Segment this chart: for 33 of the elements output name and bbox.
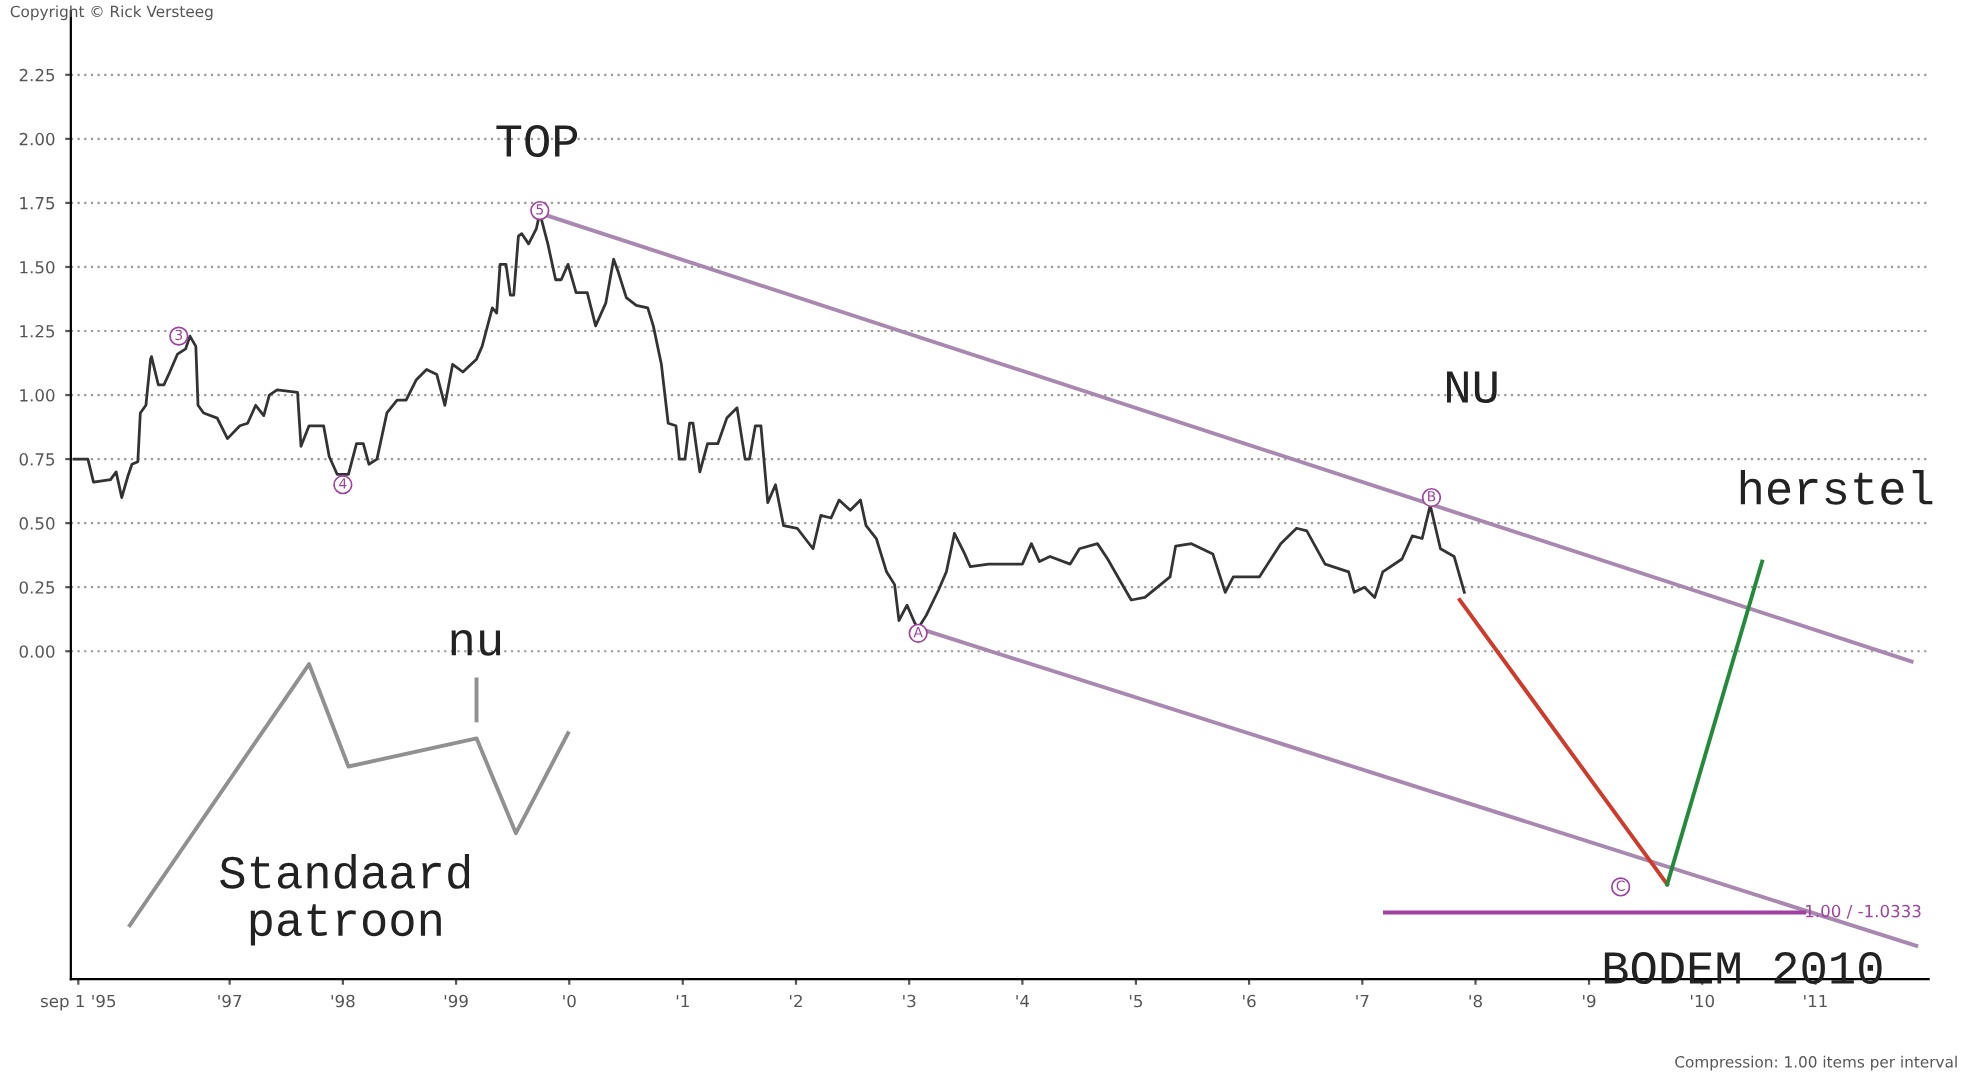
y-tick-label: 1.25 [20,324,55,338]
y-tick-label: 0.50 [19,517,55,530]
x-tick-label: '11 [1804,994,1827,1008]
y-tick-label: 0.75 [19,453,55,466]
y-tick-label: 2.00 [19,132,55,146]
series-label: 1.00 / -1.0333 [1806,904,1921,919]
x-tick-label: '97 [218,994,242,1008]
x-tick-label: '4 [1016,994,1030,1008]
x-tick-label: '7 [1356,994,1369,1008]
y-tick-label: 0.25 [19,581,55,594]
x-tick-label: '10 [1690,994,1715,1008]
y-tick-label: 1.00 [20,389,55,402]
x-tick-label: '98 [331,994,355,1008]
x-tick-label: '2 [789,994,802,1008]
x-tick-label: '5 [1129,994,1143,1008]
x-tick-label: '6 [1243,994,1256,1008]
y-tick-label: 1.75 [20,197,55,210]
y-tick-label: 2.25 [19,68,55,82]
y-tick-label: 1.50 [20,260,55,274]
annotation: TOP [496,125,578,158]
x-tick-label: sep 1 '95 [40,994,116,1011]
x-tick-label: '1 [676,994,689,1008]
annotation: nu [451,629,501,656]
annotation: NU [1447,371,1497,404]
y-tick-label: 0.00 [19,645,55,658]
x-tick-label: '3 [903,994,916,1008]
x-tick-label: '99 [444,994,468,1008]
annotation: Standaard patroon [220,854,470,946]
annotation: BODEM 2010 [1604,952,1882,985]
annotation: herstel [1740,470,1933,505]
x-tick-label: '0 [563,994,576,1008]
x-tick-label: '9 [1583,994,1596,1008]
x-tick-label: '8 [1469,994,1482,1008]
